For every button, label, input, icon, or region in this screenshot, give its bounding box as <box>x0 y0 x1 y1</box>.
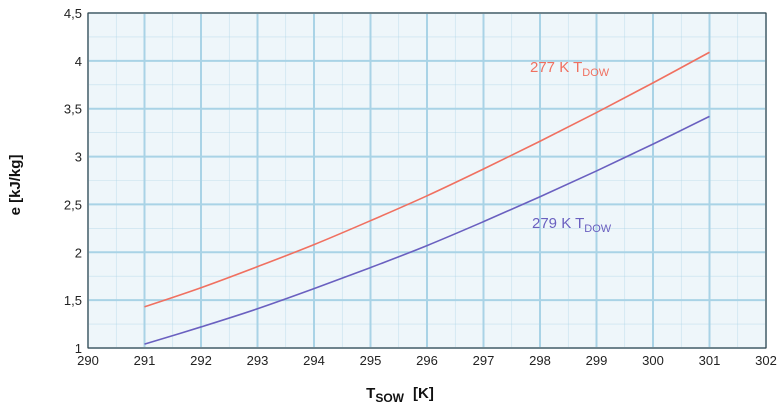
y-tick-label: 4 <box>75 54 82 69</box>
y-tick-label: 4,5 <box>64 6 82 21</box>
y-tick-label: 2 <box>75 245 82 260</box>
series-line <box>144 51 710 308</box>
y-tick-labels: 1 1,5 2 2,5 3 3,5 4 4,5 <box>64 6 82 356</box>
series-line <box>144 115 710 345</box>
plot-frame <box>87 12 767 349</box>
x-axis-title-main: T <box>366 385 375 402</box>
x-axis-title: TSOW [K] <box>366 385 434 405</box>
x-axis-title-unit: [K] <box>413 385 434 402</box>
series-label: 279 K TDOW <box>532 215 612 235</box>
x-tick-labels: 290 291 292 293 294 295 296 297 298 299 300 301 302 <box>77 353 777 368</box>
x-tick-label: 295 <box>360 353 382 368</box>
x-tick-label: 298 <box>529 353 551 368</box>
x-tick-label: 301 <box>699 353 721 368</box>
x-tick-label: 302 <box>755 353 777 368</box>
x-tick-label: 293 <box>247 353 269 368</box>
x-tick-label: 300 <box>642 353 664 368</box>
x-tick-label: 297 <box>473 353 495 368</box>
x-tick-label: 299 <box>586 353 608 368</box>
y-axis-title: e [kJ/kg] <box>7 155 24 216</box>
y-tick-label: 3,5 <box>64 102 82 117</box>
series-label-sub: DOW <box>582 67 610 79</box>
x-axis-title-sub: SOW <box>375 391 404 405</box>
series-label-main: 279 K T <box>532 215 584 232</box>
series-label: 277 K TDOW <box>530 59 610 79</box>
x-tick-label: 291 <box>134 353 156 368</box>
y-tick-label: 1 <box>75 341 82 356</box>
x-tick-label: 296 <box>416 353 438 368</box>
y-tick-label: 2,5 <box>64 197 82 212</box>
series-label-main: 277 K T <box>530 59 582 76</box>
y-tick-label: 1,5 <box>64 293 82 308</box>
x-tick-label: 294 <box>303 353 325 368</box>
x-tick-label: 292 <box>190 353 212 368</box>
series-label-sub: DOW <box>584 223 612 235</box>
y-tick-label: 3 <box>75 150 82 165</box>
x-tick-label: 290 <box>77 353 99 368</box>
series-layer <box>144 51 710 345</box>
